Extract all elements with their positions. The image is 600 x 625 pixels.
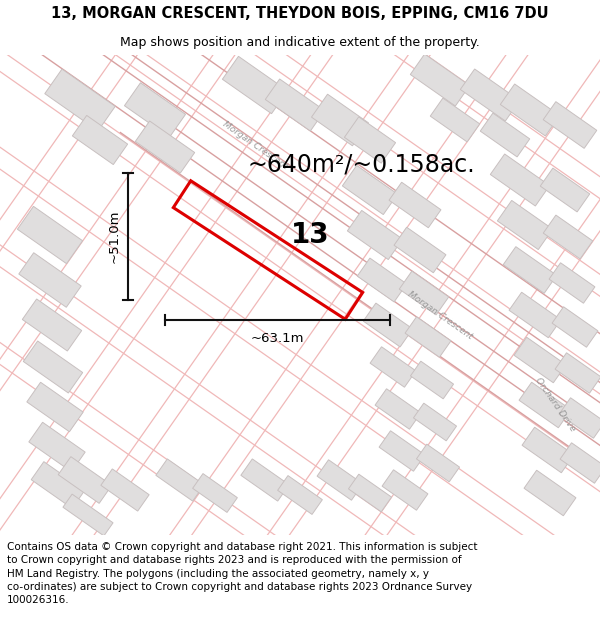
Polygon shape bbox=[500, 84, 560, 136]
Text: Morgan Crescent: Morgan Crescent bbox=[221, 119, 289, 171]
Polygon shape bbox=[555, 352, 600, 393]
Polygon shape bbox=[543, 102, 597, 148]
Polygon shape bbox=[394, 228, 446, 272]
Polygon shape bbox=[58, 457, 112, 503]
Text: Contains OS data © Crown copyright and database right 2021. This information is : Contains OS data © Crown copyright and d… bbox=[7, 542, 478, 605]
Text: ~51.0m: ~51.0m bbox=[107, 210, 121, 263]
Polygon shape bbox=[124, 82, 185, 138]
Text: 13: 13 bbox=[290, 221, 329, 249]
Text: ~640m²/~0.158ac.: ~640m²/~0.158ac. bbox=[248, 153, 476, 177]
Polygon shape bbox=[31, 462, 85, 508]
Polygon shape bbox=[514, 338, 566, 382]
Polygon shape bbox=[416, 444, 460, 482]
Polygon shape bbox=[503, 247, 557, 293]
Polygon shape bbox=[23, 341, 83, 393]
Polygon shape bbox=[497, 201, 553, 249]
Text: ~63.1m: ~63.1m bbox=[251, 331, 304, 344]
Polygon shape bbox=[370, 347, 416, 388]
Polygon shape bbox=[490, 154, 550, 206]
Polygon shape bbox=[223, 56, 287, 114]
Text: 13, MORGAN CRESCENT, THEYDON BOIS, EPPING, CM16 7DU: 13, MORGAN CRESCENT, THEYDON BOIS, EPPIN… bbox=[51, 6, 549, 21]
Polygon shape bbox=[430, 98, 480, 142]
Polygon shape bbox=[552, 307, 598, 348]
Polygon shape bbox=[480, 113, 530, 157]
Polygon shape bbox=[519, 382, 571, 428]
Polygon shape bbox=[379, 431, 425, 471]
Polygon shape bbox=[460, 69, 520, 121]
Text: Orchard Drive: Orchard Drive bbox=[533, 376, 577, 434]
Polygon shape bbox=[549, 262, 595, 303]
Polygon shape bbox=[509, 292, 561, 338]
Polygon shape bbox=[311, 94, 368, 146]
Polygon shape bbox=[349, 474, 392, 512]
Polygon shape bbox=[73, 116, 128, 164]
Polygon shape bbox=[343, 166, 398, 214]
Polygon shape bbox=[410, 361, 454, 399]
Polygon shape bbox=[29, 422, 85, 472]
Polygon shape bbox=[22, 299, 82, 351]
Polygon shape bbox=[193, 474, 238, 512]
Polygon shape bbox=[363, 303, 413, 347]
Polygon shape bbox=[241, 459, 289, 501]
Polygon shape bbox=[136, 121, 194, 173]
Text: Morgan Crescent: Morgan Crescent bbox=[406, 289, 474, 341]
Polygon shape bbox=[413, 403, 457, 441]
Polygon shape bbox=[156, 459, 204, 501]
Polygon shape bbox=[405, 317, 451, 357]
Polygon shape bbox=[543, 215, 593, 259]
Polygon shape bbox=[540, 168, 590, 212]
Polygon shape bbox=[560, 442, 600, 483]
Polygon shape bbox=[382, 470, 428, 510]
Polygon shape bbox=[375, 389, 421, 429]
Polygon shape bbox=[344, 117, 395, 163]
Polygon shape bbox=[522, 428, 574, 472]
Polygon shape bbox=[559, 398, 600, 438]
Polygon shape bbox=[17, 206, 83, 264]
Polygon shape bbox=[347, 211, 403, 259]
Polygon shape bbox=[19, 253, 81, 308]
Text: Map shows position and indicative extent of the property.: Map shows position and indicative extent… bbox=[120, 36, 480, 49]
Polygon shape bbox=[524, 470, 576, 516]
Polygon shape bbox=[63, 494, 113, 536]
Polygon shape bbox=[27, 382, 83, 432]
Polygon shape bbox=[265, 79, 325, 131]
Polygon shape bbox=[357, 258, 407, 302]
Polygon shape bbox=[278, 476, 322, 514]
Polygon shape bbox=[389, 182, 441, 228]
Polygon shape bbox=[399, 271, 449, 315]
Polygon shape bbox=[101, 469, 149, 511]
Polygon shape bbox=[45, 69, 115, 131]
Polygon shape bbox=[410, 54, 470, 106]
Polygon shape bbox=[317, 460, 363, 500]
